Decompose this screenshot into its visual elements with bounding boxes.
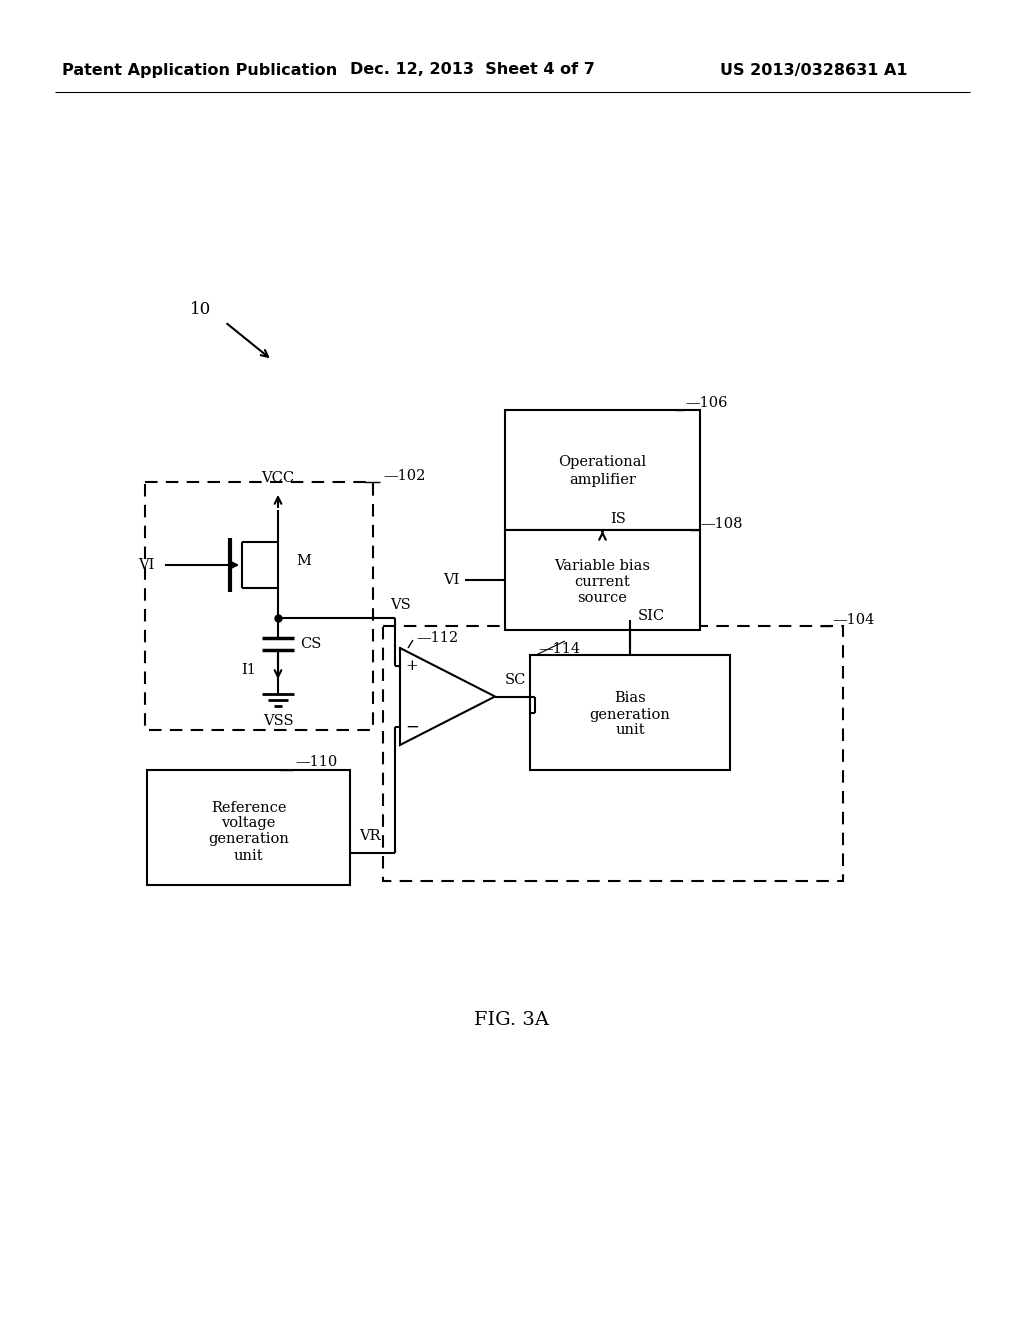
Text: M: M xyxy=(296,554,311,568)
Text: VS: VS xyxy=(390,598,411,612)
Text: —108: —108 xyxy=(700,517,742,531)
Text: VCC: VCC xyxy=(261,471,295,484)
Text: VSS: VSS xyxy=(263,714,293,729)
Text: I1: I1 xyxy=(241,663,256,677)
Text: —112: —112 xyxy=(416,631,458,645)
Text: —106: —106 xyxy=(685,396,727,411)
Text: Patent Application Publication: Patent Application Publication xyxy=(62,62,337,78)
Text: generation: generation xyxy=(590,708,671,722)
Text: VI: VI xyxy=(443,573,460,587)
Text: —114: —114 xyxy=(538,642,581,656)
Text: +: + xyxy=(406,659,419,673)
Bar xyxy=(530,655,730,770)
Text: Operational: Operational xyxy=(558,455,646,469)
Bar xyxy=(505,531,700,630)
Text: CS: CS xyxy=(300,638,322,651)
Text: unit: unit xyxy=(615,723,645,738)
Text: voltage: voltage xyxy=(221,817,275,830)
Text: FIG. 3A: FIG. 3A xyxy=(474,1011,550,1030)
Text: IS: IS xyxy=(610,512,627,525)
Text: VI: VI xyxy=(138,558,155,572)
Text: —102: —102 xyxy=(383,469,425,483)
Text: Reference: Reference xyxy=(211,800,287,814)
Text: —110: —110 xyxy=(295,755,337,770)
Text: amplifier: amplifier xyxy=(569,473,636,487)
Text: SIC: SIC xyxy=(638,609,666,623)
Text: Variable bias: Variable bias xyxy=(555,558,650,573)
Text: generation: generation xyxy=(208,833,289,846)
Text: Bias: Bias xyxy=(614,692,646,705)
Text: —104: —104 xyxy=(831,612,874,627)
Bar xyxy=(147,770,350,884)
Bar xyxy=(505,411,700,531)
Bar xyxy=(145,482,373,730)
Text: source: source xyxy=(578,591,628,605)
Text: VR: VR xyxy=(359,829,381,843)
Text: 10: 10 xyxy=(190,301,211,318)
Text: −: − xyxy=(406,718,419,735)
Text: current: current xyxy=(574,576,631,589)
Text: Dec. 12, 2013  Sheet 4 of 7: Dec. 12, 2013 Sheet 4 of 7 xyxy=(350,62,595,78)
Text: SC: SC xyxy=(504,673,525,688)
Bar xyxy=(383,626,843,880)
Text: unit: unit xyxy=(233,849,263,862)
Text: US 2013/0328631 A1: US 2013/0328631 A1 xyxy=(720,62,907,78)
